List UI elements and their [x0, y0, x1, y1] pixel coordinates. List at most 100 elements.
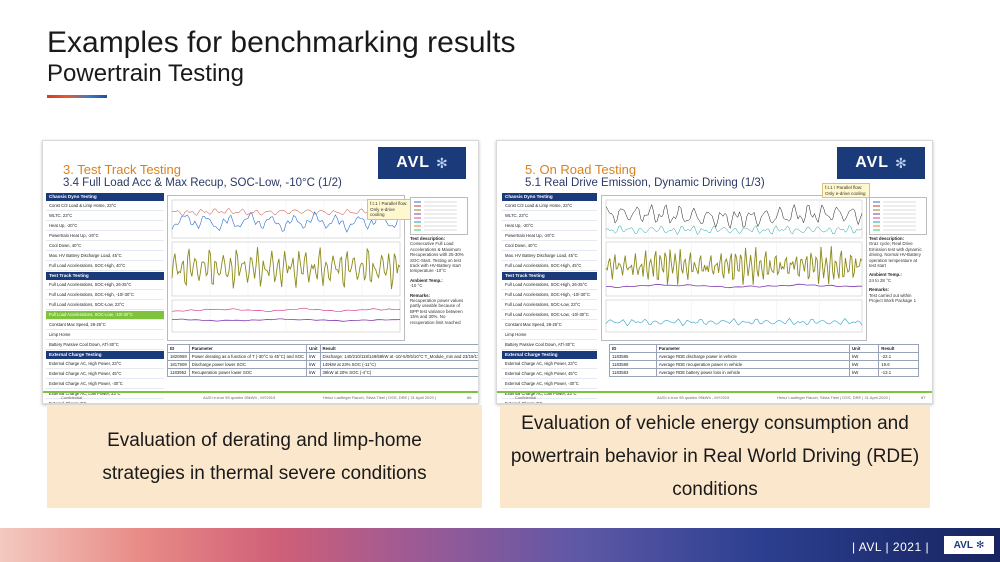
sidebar-item[interactable]: Heat Up, -20°C	[46, 222, 164, 231]
right-test-description: Test description: Graz cycle; Real Drive …	[869, 236, 925, 307]
sidebar-item[interactable]: Cool Down, 40°C	[502, 242, 597, 251]
left-plot-legend	[410, 197, 468, 235]
sidebar-item[interactable]: External Charge DC	[502, 400, 597, 403]
table-row: 1183583 Average RDE battery power loss in…	[609, 368, 919, 377]
left-thumb-plot	[167, 195, 405, 341]
description-heading: Test description:	[410, 236, 446, 241]
sidebar-section-header: External Charge Testing	[502, 351, 597, 359]
table-cell: 1183589	[609, 360, 657, 369]
table-cell: Average RDE battery power loss in vehicl…	[655, 368, 851, 377]
sidebar-section-header: Chassis Dyno Testing	[502, 193, 597, 201]
snowflake-dots-icon: ✻	[895, 154, 907, 171]
table-header-cell: Parameter	[655, 344, 851, 353]
series-line	[171, 307, 401, 313]
sidebar-item[interactable]: Heat Up, -20°C	[502, 222, 597, 231]
sidebar-item[interactable]: External Charge AC, High Power, 45°C	[502, 370, 597, 379]
footer-text: | AVL | 2021 |	[852, 540, 930, 554]
sidebar-item[interactable]: External Charge AC, High Power, 45°C	[46, 370, 164, 379]
sidebar-item[interactable]: External Charge AC, High Power, -30°C	[502, 380, 597, 389]
sidebar-item[interactable]: Constant Max Speed, 28-25°C	[46, 321, 164, 330]
table-cell: kW	[849, 368, 880, 377]
table-cell: 149kW at 23% SOC (-11°C)	[319, 360, 478, 369]
sidebar-item[interactable]: WLTC, 23°C	[502, 212, 597, 221]
right-plot-legend	[869, 197, 927, 235]
sidebar-item[interactable]: Full Load Accelerations, SOC-High, 26-25…	[502, 281, 597, 290]
sidebar-item[interactable]: External Charge DC	[46, 400, 164, 403]
sidebar-item[interactable]: Battery Passive Cool Down, AT/-30°C	[502, 341, 597, 350]
sidebar-section-header: Chassis Dyno Testing	[46, 193, 164, 201]
series-line	[171, 207, 401, 216]
series-line	[171, 211, 401, 233]
right-thumb-footer: Confidential AUDI e-tron 55 quattro 95kW…	[497, 391, 932, 403]
sidebar-item[interactable]: Constant Max Speed, 28-25°C	[502, 321, 597, 330]
table-cell: Power derating as a function of T (-30°C…	[188, 352, 308, 361]
sidebar-item[interactable]: Powertrain Heat Up, -20°C	[502, 232, 597, 241]
sidebar-item[interactable]: Const C/3 Load & Limp Home, 23°C	[46, 202, 164, 211]
table-cell: 1817909	[167, 360, 190, 369]
sidebar-item[interactable]: External Charge AC, High Power, 23°C	[502, 360, 597, 369]
series-line	[605, 317, 863, 327]
sidebar-item[interactable]: Full Load Accelerations, SOC-High, -10/-…	[502, 291, 597, 300]
sidebar-item[interactable]: External Charge AC, Low Power, 23°C	[46, 390, 164, 399]
sidebar-item[interactable]: Full Load Accelerations, SOC-Low, 23°C	[46, 301, 164, 310]
series-line	[171, 247, 401, 290]
table-header-cell: ID	[609, 344, 657, 353]
table-cell: Recuperation power lower SOC	[188, 368, 308, 377]
sidebar-item[interactable]: Battery Passive Cool Down, AT/-30°C	[46, 341, 164, 350]
sidebar-item[interactable]: Full Load Accelerations, SOC-High, 40°C	[46, 262, 164, 271]
table-header-cell: Result	[878, 344, 919, 353]
table-cell: kW	[306, 368, 321, 377]
sidebar-item[interactable]: External Charge AC, High Power, -30°C	[46, 380, 164, 389]
right-thumb-subheading: 5.1 Real Drive Emission, Dynamic Driving…	[525, 177, 765, 189]
sidebar-item[interactable]: Full Load Accelerations, SOC-Low, -10/-3…	[502, 311, 597, 320]
description-body: Consecutive Full Load Accelerations & Ma…	[410, 241, 464, 274]
description-heading: Ambient Temp.:	[410, 277, 443, 283]
left-caption-box: Evaluation of derating and limp-home str…	[47, 405, 482, 508]
sidebar-section-header: Test Track Testing	[46, 272, 164, 280]
table-cell: 39kW at 20% SOC (-4°C)	[319, 368, 478, 377]
sidebar-item[interactable]: Full Load Accelerations, SOC-High, -10/-…	[46, 291, 164, 300]
series-line	[605, 224, 863, 236]
sidebar-item[interactable]: Limp Home	[502, 331, 597, 340]
left-thumb-footer: Confidential AUDI e-tron 55 quattro 95kW…	[43, 391, 478, 403]
table-row: 1183589 Average RDE recuperation power in…	[609, 360, 919, 369]
sidebar-item[interactable]: Full Load Accelerations, SOC-High, 26-25…	[46, 281, 164, 290]
sidebar-item[interactable]: Cool Down, 40°C	[46, 242, 164, 251]
sidebar-item[interactable]: WLTC, 23°C	[46, 212, 164, 221]
sidebar-item[interactable]: Powertrain Heat Up, -20°C	[46, 232, 164, 241]
description-body: Graz cycle; Real Drive Emission test wit…	[869, 241, 922, 269]
left-plot-graphic	[171, 199, 401, 333]
sidebar-item[interactable]: Max. HV Battery Discharge Load, 45°C	[46, 252, 164, 261]
sidebar-item[interactable]: Const C/3 Load & Limp Home, 23°C	[502, 202, 597, 211]
table-cell: Average RDE discharge power in vehicle	[655, 352, 851, 361]
sidebar-section-header: Test Track Testing	[502, 272, 597, 280]
sidebar-item[interactable]: Limp Home	[46, 331, 164, 340]
left-results-table: ID Parameter Unit Result 1820959 Power derati…	[167, 344, 478, 377]
description-body: Test carried out within Project Work Pac…	[869, 292, 917, 304]
table-header-cell: Unit	[849, 344, 880, 353]
sidebar-item[interactable]: External Charge AC, High Power, 23°C	[46, 360, 164, 369]
description-body: Recuperation power values partly useable…	[410, 298, 464, 325]
right-results-table: ID Parameter Unit Result 1183585 Average RDE …	[609, 344, 919, 377]
right-flow-note: f.t.1 / Parallel flow: Only e-drive cool…	[822, 183, 870, 198]
left-caption-text: Evaluation of derating and limp-home str…	[102, 429, 427, 484]
description-body: 24 to 28 °C	[869, 277, 892, 283]
sidebar-item[interactable]: Full Load Accelerations, SOC-Low, 23°C	[502, 301, 597, 310]
sidebar-item[interactable]: Full Load Accelerations, SOC-High, 45°C	[502, 262, 597, 271]
right-thumb-plot	[601, 195, 867, 341]
series-line	[606, 283, 862, 289]
right-report-thumbnail: 5. On Road Testing 5.1 Real Drive Emissi…	[496, 140, 933, 404]
description-heading: Ambient Temp.:	[869, 272, 902, 278]
table-cell: kW	[306, 360, 321, 369]
right-caption-box: Evaluation of vehicle energy consumption…	[500, 405, 930, 508]
left-report-thumbnail: 3. Test Track Testing 3.4 Full Load Acc …	[42, 140, 479, 404]
table-header-cell: Parameter	[188, 344, 308, 353]
description-heading: Remarks:	[410, 292, 431, 298]
sidebar-item[interactable]: External Charge AC, Low Power, 23°C	[502, 390, 597, 399]
table-cell: -22.1	[878, 352, 919, 361]
sidebar-section-header: External Charge Testing	[46, 351, 164, 359]
right-plot-graphic	[605, 199, 863, 333]
sidebar-item[interactable]: Max. HV Battery Discharge Load, 45°C	[502, 252, 597, 261]
slide-title: Examples for benchmarking results	[47, 26, 516, 59]
sidebar-item[interactable]: Full Load Accelerations, SOC-Low, -10/-3…	[46, 311, 164, 320]
